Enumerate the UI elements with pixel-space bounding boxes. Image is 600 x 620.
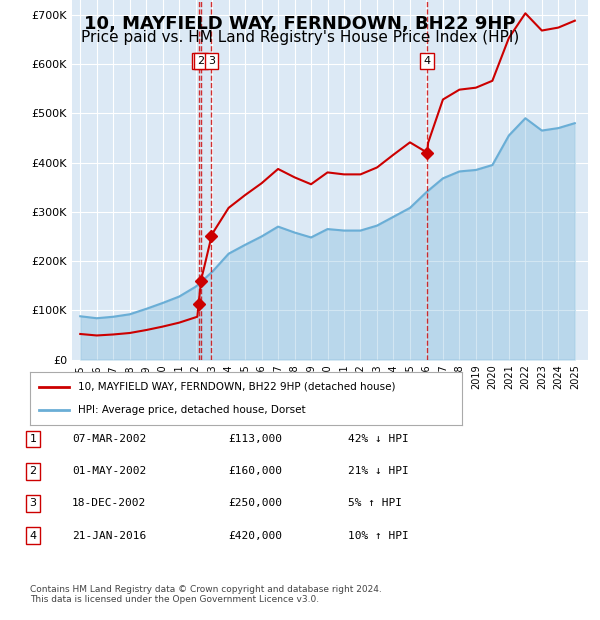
Text: 07-MAR-2002: 07-MAR-2002: [72, 434, 146, 444]
Text: 1: 1: [195, 56, 202, 66]
Text: £160,000: £160,000: [228, 466, 282, 476]
Text: 3: 3: [208, 56, 215, 66]
Text: £250,000: £250,000: [228, 498, 282, 508]
Text: £420,000: £420,000: [228, 531, 282, 541]
Text: 42% ↓ HPI: 42% ↓ HPI: [348, 434, 409, 444]
Text: 21-JAN-2016: 21-JAN-2016: [72, 531, 146, 541]
Text: 1: 1: [29, 434, 37, 444]
Text: 10, MAYFIELD WAY, FERNDOWN, BH22 9HP: 10, MAYFIELD WAY, FERNDOWN, BH22 9HP: [84, 16, 516, 33]
Text: £113,000: £113,000: [228, 434, 282, 444]
Text: Price paid vs. HM Land Registry's House Price Index (HPI): Price paid vs. HM Land Registry's House …: [81, 30, 519, 45]
Text: 5% ↑ HPI: 5% ↑ HPI: [348, 498, 402, 508]
Text: Contains HM Land Registry data © Crown copyright and database right 2024.
This d: Contains HM Land Registry data © Crown c…: [30, 585, 382, 604]
Text: 2: 2: [197, 56, 205, 66]
Text: 4: 4: [29, 531, 37, 541]
Text: 01-MAY-2002: 01-MAY-2002: [72, 466, 146, 476]
Text: 21% ↓ HPI: 21% ↓ HPI: [348, 466, 409, 476]
Text: 10% ↑ HPI: 10% ↑ HPI: [348, 531, 409, 541]
Text: HPI: Average price, detached house, Dorset: HPI: Average price, detached house, Dors…: [77, 405, 305, 415]
Text: 10, MAYFIELD WAY, FERNDOWN, BH22 9HP (detached house): 10, MAYFIELD WAY, FERNDOWN, BH22 9HP (de…: [77, 382, 395, 392]
Text: 2: 2: [29, 466, 37, 476]
Text: 18-DEC-2002: 18-DEC-2002: [72, 498, 146, 508]
Text: 3: 3: [29, 498, 37, 508]
Text: 4: 4: [424, 56, 431, 66]
